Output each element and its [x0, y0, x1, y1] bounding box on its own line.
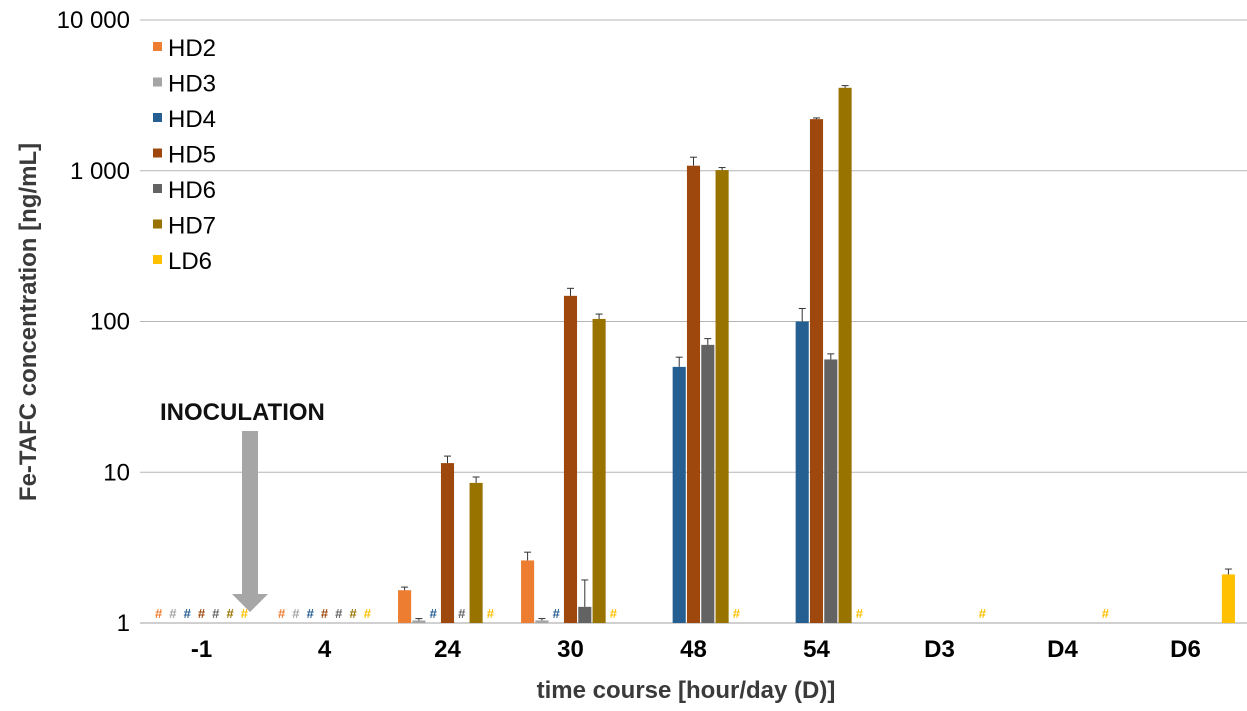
bar-hd5	[686, 165, 701, 623]
bar-hd3	[535, 620, 549, 623]
legend-label: HD2	[168, 35, 216, 62]
not-detected-marker: #	[487, 606, 495, 621]
bar-hd6	[578, 606, 592, 623]
annotation-label: INOCULATION	[160, 399, 325, 426]
bar-hd6	[701, 344, 715, 623]
not-detected-marker: #	[241, 606, 249, 621]
x-tick-label: 48	[680, 636, 707, 663]
legend-swatch	[153, 184, 162, 193]
not-detected-marker: #	[430, 606, 438, 621]
not-detected-marker: #	[169, 606, 177, 621]
legend-swatch	[153, 148, 162, 158]
legend-label: HD6	[168, 177, 216, 204]
x-tick-label: D3	[924, 636, 955, 663]
not-detected-marker: #	[198, 606, 206, 621]
bar-hd7	[715, 170, 729, 623]
y-axis-title: Fe-TAFC concentration [ng/mL]	[15, 143, 42, 501]
not-detected-marker: #	[184, 606, 192, 621]
not-detected-marker: #	[349, 606, 357, 621]
down-arrow-icon	[232, 431, 268, 612]
not-detected-marker: #	[1102, 606, 1110, 621]
x-tick-label: -1	[191, 636, 212, 663]
x-tick-label: D4	[1047, 636, 1078, 663]
bars	[398, 87, 1235, 623]
x-tick-label: 24	[434, 636, 461, 663]
bar-hd5	[440, 463, 455, 623]
bar-hd5	[563, 295, 578, 623]
bar-hd5	[809, 119, 824, 623]
legend-label: HD4	[168, 106, 216, 133]
y-tick-label: 10	[103, 459, 130, 486]
not-detected-marker: #	[335, 606, 343, 621]
y-tick-labels: 1 10 100 1 000 10 000	[57, 7, 130, 637]
not-detected-marker: #	[553, 606, 561, 621]
not-detected-marker: #	[212, 606, 220, 621]
legend-label: HD5	[168, 142, 216, 169]
legend-label: LD6	[168, 248, 212, 275]
legend-swatch	[153, 255, 162, 264]
bar-ld6	[1221, 574, 1235, 623]
annotation-inoculation: INOCULATION	[160, 399, 325, 612]
not-detected-marker: #	[307, 606, 315, 621]
legend-swatch	[153, 42, 162, 51]
x-tick-label: D6	[1170, 636, 1201, 663]
bar-hd2	[521, 560, 535, 623]
x-tick-labels: -1 4 24 30 48 54 D3 D4 D6	[191, 636, 1201, 663]
not-detected-marker: #	[226, 606, 234, 621]
y-tick-label: 1 000	[70, 158, 130, 185]
y-tick-label: 100	[90, 309, 130, 336]
legend-label: HD3	[168, 71, 216, 98]
not-detected-marker: #	[155, 606, 163, 621]
not-detected-marker: #	[321, 606, 329, 621]
not-detected-marker: #	[733, 606, 741, 621]
not-detected-marker: #	[364, 606, 372, 621]
bar-hd2	[398, 590, 412, 623]
legend-label: HD7	[168, 213, 216, 240]
bar-hd4	[672, 366, 686, 623]
y-tick-label: 1	[117, 610, 130, 637]
x-tick-label: 30	[557, 636, 584, 663]
error-bars	[401, 85, 1232, 621]
not-detected-marker: #	[278, 606, 286, 621]
bar-hd3	[412, 620, 426, 623]
legend: HD2 HD3 HD4 HD5 HD6 HD7 LD6	[153, 35, 216, 275]
bar-hd7	[469, 482, 483, 623]
not-detected-marker: #	[979, 606, 987, 621]
bar-hd7	[838, 87, 852, 623]
not-detected-markers: # # # # # # # # # # # # # # # # # # # # # # #	[155, 606, 1110, 621]
bar-hd6	[824, 359, 838, 623]
bar-hd4	[795, 321, 809, 623]
x-axis-title: time course [hour/day (D)]	[537, 677, 836, 704]
not-detected-marker: #	[610, 606, 618, 621]
not-detected-marker: #	[458, 606, 466, 621]
x-tick-label: 54	[803, 636, 830, 663]
legend-swatch	[153, 113, 162, 122]
not-detected-marker: #	[856, 606, 864, 621]
legend-swatch	[153, 219, 162, 229]
bar-hd7	[592, 318, 606, 623]
not-detected-marker: #	[292, 606, 300, 621]
y-tick-label: 10 000	[57, 7, 130, 34]
x-tick-label: 4	[318, 636, 332, 663]
legend-swatch	[153, 77, 162, 87]
